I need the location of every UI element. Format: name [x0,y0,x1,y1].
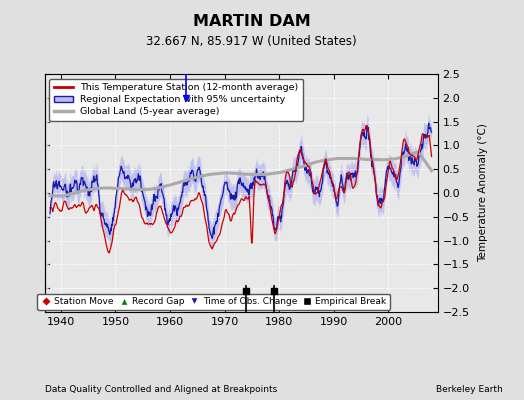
Text: MARTIN DAM: MARTIN DAM [193,14,310,30]
Legend: Station Move, Record Gap, Time of Obs. Change, Empirical Break: Station Move, Record Gap, Time of Obs. C… [37,294,390,310]
Text: 32.667 N, 85.917 W (United States): 32.667 N, 85.917 W (United States) [146,36,357,48]
Text: Data Quality Controlled and Aligned at Breakpoints: Data Quality Controlled and Aligned at B… [45,386,277,394]
Y-axis label: Temperature Anomaly (°C): Temperature Anomaly (°C) [478,124,488,262]
Text: Berkeley Earth: Berkeley Earth [436,386,503,394]
